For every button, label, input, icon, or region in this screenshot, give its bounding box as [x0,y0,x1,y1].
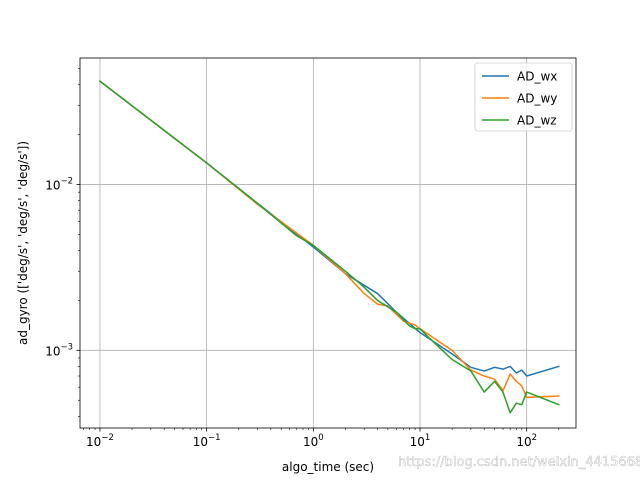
axes-frame [79,57,577,429]
y-tick-label-exponent: −2 [60,177,73,187]
y-axis-label: ad_gyro (['deg/s', 'deg/s', 'deg/s']) [16,141,30,345]
x-tick-label: 10−1 [193,433,221,449]
legend-label: AD_wz [517,114,557,128]
x-tick-label-base: 10 [303,435,318,449]
series-line-ad-wz [98,80,560,414]
x-tick-label-base: 10 [410,435,425,449]
x-tick-label: 10−2 [86,433,114,449]
y-tick-label-base: 10 [45,179,60,193]
legend-label: AD_wx [517,70,557,84]
watermark-text: https://blog.csdn.net/weixin_44156680 [398,455,640,470]
x-tick-label-exponent: 1 [425,433,430,443]
x-tick-label-exponent: −1 [208,433,221,443]
legend-box [474,62,573,132]
y-tick-label-exponent: −3 [60,342,73,352]
x-tick-label: 101 [410,433,431,449]
y-tick-label: 10−2 [45,177,73,193]
x-tick-label-base: 10 [86,435,101,449]
x-tick-label-exponent: 0 [318,433,323,443]
x-tick-label-base: 10 [516,435,531,449]
y-tick-label: 10−3 [45,342,73,358]
x-tick-label-exponent: −2 [101,433,114,443]
legend-label: AD_wy [517,92,557,106]
series-line-ad-wx [98,80,560,377]
x-tick-label-exponent: 2 [532,433,537,443]
y-tick-label-base: 10 [45,344,60,358]
x-tick-label: 100 [303,433,324,449]
x-tick-label: 102 [516,433,537,449]
x-axis-label: algo_time (sec) [282,460,374,474]
x-tick-label-base: 10 [193,435,208,449]
series-lines [98,80,560,414]
legend: AD_wx AD_wy AD_wz [474,62,573,132]
